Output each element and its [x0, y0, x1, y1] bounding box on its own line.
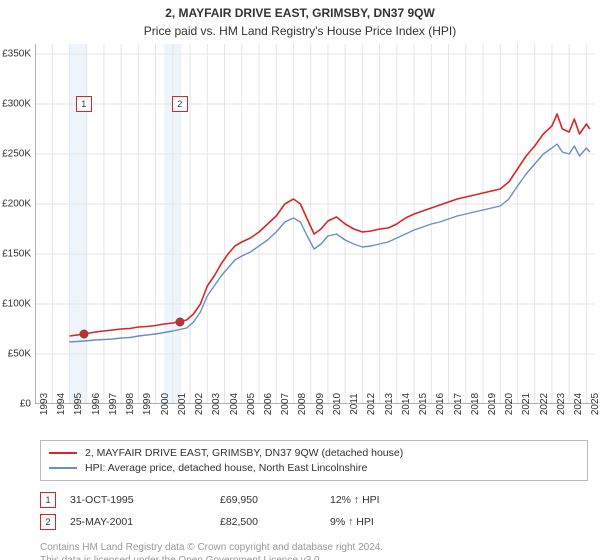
legend-label-series1: 2, MAYFAIR DRIVE EAST, GRIMSBY, DN37 9QW… [85, 446, 403, 461]
x-tick-label: 2001 [173, 393, 188, 415]
x-tick-label: 2017 [449, 393, 464, 415]
y-tick-label: £150K [2, 249, 35, 260]
x-tick-label: 2002 [190, 393, 205, 415]
x-tick-label: 2015 [414, 393, 429, 415]
legend-swatch-series2 [49, 467, 77, 469]
sale-marker-icon: 2 [172, 96, 188, 112]
sale-dot [175, 317, 184, 326]
footnote: Contains HM Land Registry data © Crown c… [40, 541, 570, 560]
legend-row: 2, MAYFAIR DRIVE EAST, GRIMSBY, DN37 9QW… [49, 446, 579, 461]
sale-dot [79, 330, 88, 339]
x-tick-label: 1999 [138, 393, 153, 415]
sale-hpi: 12% ↑ HPI [330, 494, 440, 506]
sale-date: 25-MAY-2001 [70, 516, 220, 528]
chart-title: 2, MAYFAIR DRIVE EAST, GRIMSBY, DN37 9QW [0, 0, 600, 20]
x-tick-label: 2020 [500, 393, 515, 415]
sale-price: £69,950 [220, 494, 330, 506]
x-tick-label: 1997 [104, 393, 119, 415]
x-tick-label: 2006 [259, 393, 274, 415]
x-tick-label: 2024 [569, 393, 584, 415]
legend-row: HPI: Average price, detached house, Nort… [49, 461, 579, 476]
x-tick-label: 2000 [156, 393, 171, 415]
x-tick-label: 2007 [276, 393, 291, 415]
legend-label-series2: HPI: Average price, detached house, Nort… [85, 461, 367, 476]
legend: 2, MAYFAIR DRIVE EAST, GRIMSBY, DN37 9QW… [40, 440, 588, 481]
sale-hpi: 9% ↑ HPI [330, 516, 440, 528]
x-tick-label: 2012 [362, 393, 377, 415]
y-tick-label: £100K [2, 299, 35, 310]
chart-svg [35, 44, 595, 404]
x-tick-label: 2021 [517, 393, 532, 415]
y-tick-label: £50K [8, 349, 35, 360]
sale-marker-icon: 2 [40, 514, 56, 530]
x-tick-label: 2010 [328, 393, 343, 415]
x-tick-label: 2022 [535, 393, 550, 415]
chart-subtitle: Price paid vs. HM Land Registry's House … [0, 20, 600, 42]
x-tick-label: 2005 [242, 393, 257, 415]
x-tick-label: 2003 [207, 393, 222, 415]
y-tick-label: £200K [2, 199, 35, 210]
x-tick-label: 1993 [35, 393, 50, 415]
chart-plot-area: £0£50K£100K£150K£200K£250K£300K£350K1993… [35, 44, 595, 404]
y-tick-label: £250K [2, 149, 35, 160]
sale-marker-icon: 1 [76, 96, 92, 112]
sale-price: £82,500 [220, 516, 330, 528]
x-tick-label: 2014 [397, 393, 412, 415]
x-tick-label: 1996 [87, 393, 102, 415]
x-tick-label: 2019 [483, 393, 498, 415]
x-tick-label: 2008 [293, 393, 308, 415]
sales-row: 1 31-OCT-1995 £69,950 12% ↑ HPI [40, 489, 570, 511]
footnote-line: Contains HM Land Registry data © Crown c… [40, 541, 570, 554]
footnote-line: This data is licensed under the Open Gov… [40, 554, 570, 560]
sales-row: 2 25-MAY-2001 £82,500 9% ↑ HPI [40, 511, 570, 533]
chart-container: 2, MAYFAIR DRIVE EAST, GRIMSBY, DN37 9QW… [0, 0, 600, 560]
y-tick-label: £300K [2, 99, 35, 110]
x-tick-label: 1994 [52, 393, 67, 415]
x-tick-label: 2013 [380, 393, 395, 415]
x-tick-label: 2018 [466, 393, 481, 415]
x-tick-label: 2011 [345, 393, 360, 415]
x-tick-label: 1998 [121, 393, 136, 415]
sales-table: 1 31-OCT-1995 £69,950 12% ↑ HPI 2 25-MAY… [40, 489, 570, 533]
x-tick-label: 2004 [225, 393, 240, 415]
x-tick-label: 1995 [69, 393, 84, 415]
x-tick-label: 2009 [311, 393, 326, 415]
x-tick-label: 2023 [552, 393, 567, 415]
sale-marker-icon: 1 [40, 492, 56, 508]
x-tick-label: 2025 [586, 393, 600, 415]
sale-date: 31-OCT-1995 [70, 494, 220, 506]
y-tick-label: £350K [2, 49, 35, 60]
x-tick-label: 2016 [431, 393, 446, 415]
y-tick-label: £0 [20, 399, 35, 410]
legend-swatch-series1 [49, 452, 77, 454]
